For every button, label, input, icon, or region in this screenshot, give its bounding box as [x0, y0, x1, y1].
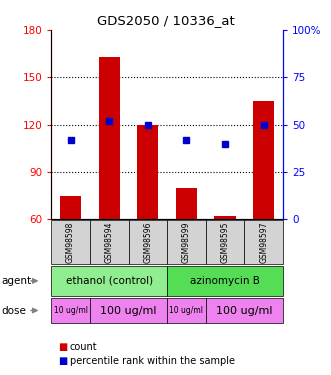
Text: percentile rank within the sample: percentile rank within the sample: [70, 356, 234, 366]
Text: ■: ■: [58, 342, 67, 352]
Text: GSM98594: GSM98594: [105, 222, 114, 263]
Text: GSM98596: GSM98596: [143, 222, 152, 263]
Text: count: count: [70, 342, 97, 352]
Text: 10 ug/ml: 10 ug/ml: [54, 306, 88, 315]
Text: GSM98598: GSM98598: [66, 222, 75, 263]
Text: dose: dose: [2, 306, 26, 315]
Bar: [137, 124, 159, 219]
Text: GSM98597: GSM98597: [259, 222, 268, 263]
Text: ethanol (control): ethanol (control): [66, 276, 153, 286]
Bar: [60, 196, 81, 219]
Text: GDS2050 / 10336_at: GDS2050 / 10336_at: [97, 14, 234, 27]
Text: 10 ug/ml: 10 ug/ml: [169, 306, 204, 315]
Text: 100 ug/ml: 100 ug/ml: [216, 306, 273, 315]
Text: GSM98595: GSM98595: [220, 222, 230, 263]
Text: agent: agent: [2, 276, 32, 286]
Text: ■: ■: [58, 356, 67, 366]
Bar: [214, 216, 236, 219]
Bar: [253, 101, 274, 219]
Text: 100 ug/ml: 100 ug/ml: [100, 306, 157, 315]
Bar: [99, 57, 120, 219]
Text: azinomycin B: azinomycin B: [190, 276, 260, 286]
Bar: [176, 188, 197, 219]
Text: GSM98599: GSM98599: [182, 222, 191, 263]
